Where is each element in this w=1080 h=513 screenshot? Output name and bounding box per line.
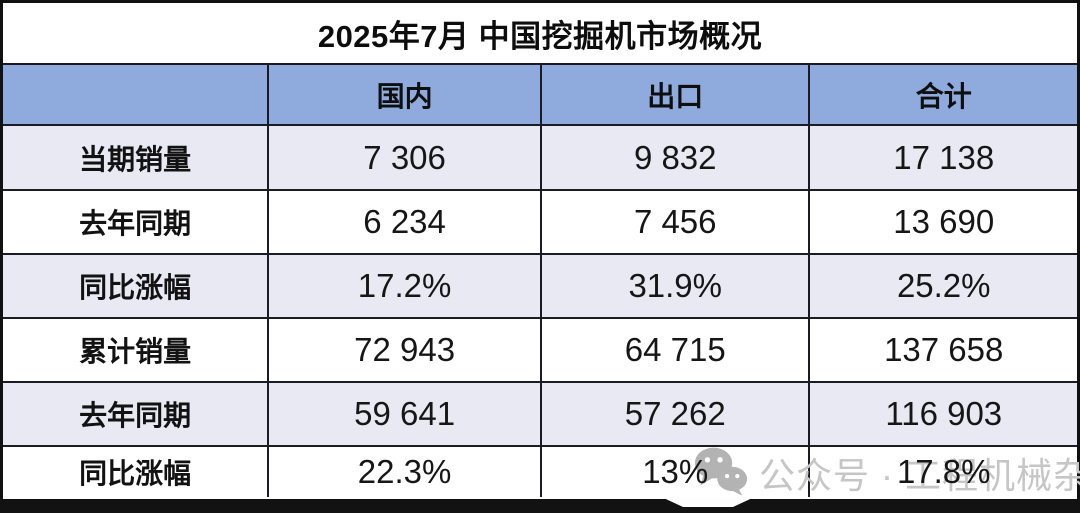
cell-value: 59 641 <box>267 381 540 445</box>
column-header-export: 出口 <box>539 63 809 124</box>
cell-value: 7 306 <box>267 124 540 189</box>
row-label: 累计销量 <box>3 317 268 381</box>
cell-value: 116 903 <box>808 381 1077 445</box>
row-label: 去年同期 <box>3 189 268 253</box>
column-header-empty <box>3 63 268 124</box>
cell-value: 25.2% <box>808 253 1077 317</box>
cell-value: 17 138 <box>808 124 1077 189</box>
column-header-total: 合计 <box>808 63 1077 124</box>
cell-value: 22.3% <box>267 445 540 497</box>
column-header-domestic: 国内 <box>267 63 540 124</box>
cell-value: 31.9% <box>539 253 809 317</box>
bottom-notch <box>665 499 751 507</box>
cell-value: 137 658 <box>808 317 1077 381</box>
market-table: 国内 出口 合计 当期销量 7 306 9 832 17 138 去年同期 6 … <box>3 63 1077 497</box>
row-label: 当期销量 <box>3 124 268 189</box>
row-label: 去年同期 <box>3 381 268 445</box>
cell-value: 13% <box>539 445 809 497</box>
cell-value: 13 690 <box>808 189 1077 253</box>
cell-value: 7 456 <box>539 189 809 253</box>
row-label: 同比涨幅 <box>3 253 268 317</box>
cell-value: 9 832 <box>539 124 809 189</box>
cell-value: 6 234 <box>267 189 540 253</box>
table-title: 2025年7月 中国挖掘机市场概况 <box>317 18 763 54</box>
cell-value: 17.2% <box>267 253 540 317</box>
cell-value: 57 262 <box>539 381 809 445</box>
bottom-border-bar <box>0 499 1080 513</box>
row-label: 同比涨幅 <box>3 445 268 497</box>
cell-value: 72 943 <box>267 317 540 381</box>
cell-value: 64 715 <box>539 317 809 381</box>
cell-value: 17.8% <box>808 445 1077 497</box>
